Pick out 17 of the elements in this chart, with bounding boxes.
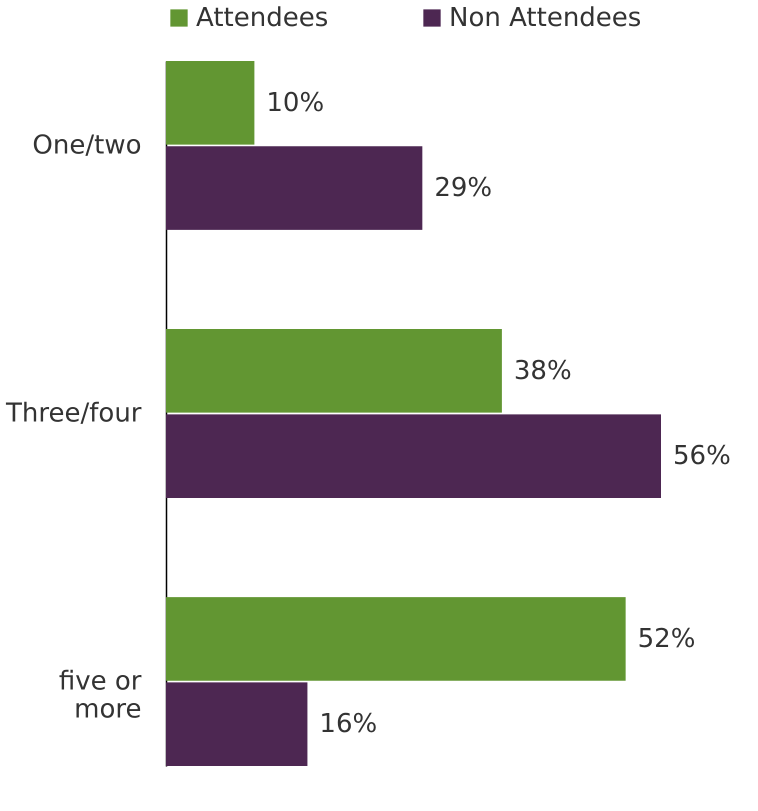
bar [166, 682, 308, 766]
y-tick-label: One/two [32, 130, 142, 160]
bar [166, 61, 254, 145]
data-label: 10% [266, 88, 324, 118]
bar [166, 414, 661, 498]
legend-label: Attendees [196, 3, 328, 33]
bar [166, 597, 626, 681]
data-label: 16% [319, 709, 378, 740]
data-label: 29% [434, 173, 492, 204]
data-label: 38% [514, 356, 572, 386]
y-tick-label: Three/four [5, 398, 142, 428]
bar [166, 329, 502, 413]
data-label: 52% [638, 624, 696, 654]
legend-label: Non Attendees [449, 3, 642, 33]
data-label: 56% [673, 441, 731, 472]
y-tick-label: five or more [58, 666, 142, 725]
bar [166, 146, 422, 230]
